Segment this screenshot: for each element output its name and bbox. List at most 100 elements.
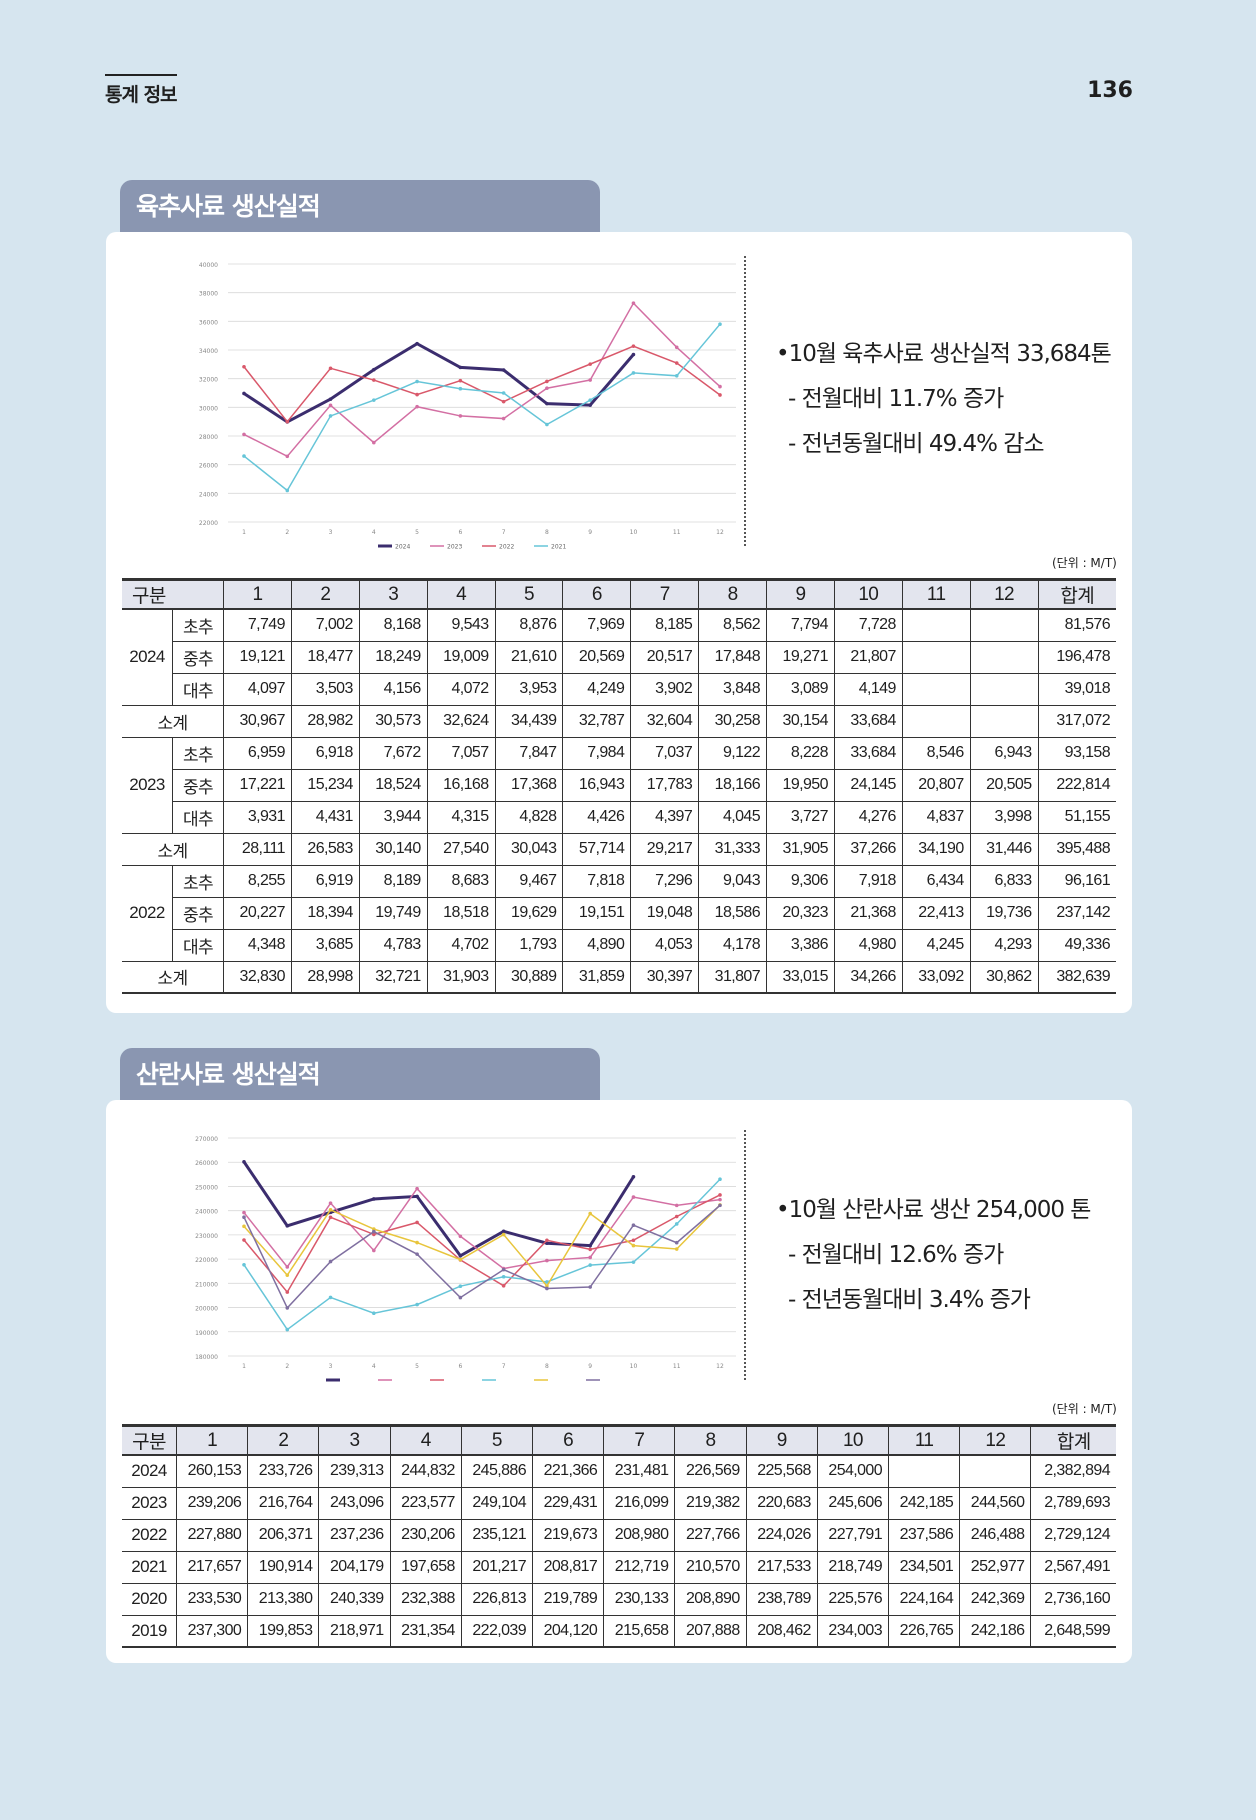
subtotal-row: 소계 30,967 28,982 30,573 32,624 34,439 32,787 32… (122, 704, 1116, 738)
legend-label: 2021 (551, 544, 566, 551)
table-cell: 242,185 (888, 1486, 961, 1520)
table-cell: 243,096 (318, 1486, 391, 1520)
data-point (674, 1240, 679, 1245)
data-point (372, 1248, 376, 1253)
y-tick-label: 24000 (199, 491, 218, 498)
table-cell: 216,099 (603, 1486, 676, 1520)
table-cell: 26,583 (290, 832, 360, 866)
section2-summary: •10월 산란사료 생산 254,000 톤 - 전월대비 12.6% 증가 -… (776, 1188, 1091, 1323)
table-cell: 4,245 (901, 928, 971, 962)
summary-line1: - 전월대비 12.6% 증가 (788, 1242, 1004, 1268)
table-cell (901, 640, 971, 674)
table-cell: 199,853 (247, 1614, 320, 1648)
unit-label: (단위 : M/T) (1052, 1402, 1117, 1416)
table-row: 2019 237,300 199,853 218,971 231,354 222,039 2… (122, 1614, 1116, 1648)
table-cell: 225,576 (816, 1582, 890, 1616)
table-cell: 24,145 (833, 768, 903, 802)
column-header: 10 (833, 578, 903, 610)
year-cell: 2019 (122, 1614, 177, 1648)
table-cell: 30,043 (494, 832, 564, 866)
data-point (545, 1258, 549, 1263)
table-cell: 213,380 (247, 1582, 320, 1616)
table-cell: 4,426 (562, 800, 632, 834)
section1-table: 구분 1 2 3 4 5 6 7 8 9 10 11 12 합계 2024 초추 7,749 7,002 8,168… (122, 578, 1116, 994)
x-tick-label: 11 (673, 1363, 681, 1370)
data-point (372, 398, 376, 402)
data-point (501, 1232, 506, 1237)
table-cell: 27,540 (426, 832, 496, 866)
table-cell: 16,168 (426, 768, 496, 802)
table-cell: 252,977 (959, 1550, 1032, 1584)
table-cell: 30,862 (969, 960, 1039, 994)
table-cell: 18,394 (290, 896, 360, 930)
y-tick-label: 28000 (199, 434, 218, 441)
table-cell: 190,914 (247, 1550, 320, 1584)
data-point (545, 422, 549, 427)
column-header: 2 (290, 578, 360, 610)
y-tick-label: 22000 (199, 520, 218, 527)
data-point (242, 391, 246, 396)
table-cell: 7,984 (562, 736, 632, 770)
data-point (631, 344, 636, 348)
table-cell: 20,517 (630, 640, 700, 674)
table-cell: 4,890 (562, 928, 632, 962)
table-cell: 204,179 (318, 1550, 391, 1584)
subtotal-row: 소계 28,111 26,583 30,140 27,540 30,043 57,714 29… (122, 832, 1116, 866)
table-cell: 245,886 (460, 1454, 534, 1488)
table-cell: 18,249 (358, 640, 428, 674)
table-cell: 6,959 (223, 736, 292, 770)
x-tick-label: 1 (242, 1363, 246, 1370)
data-point (631, 352, 636, 357)
table-cell: 7,969 (562, 608, 632, 642)
table-cell: 221,366 (532, 1454, 605, 1488)
table-cell (901, 672, 971, 706)
year-cell: 2021 (122, 1550, 177, 1584)
table-cell: 4,053 (630, 928, 700, 962)
table-cell: 3,685 (290, 928, 360, 962)
column-header: 11 (901, 578, 971, 610)
table-cell: 33,684 (833, 704, 903, 738)
table-cell: 249,104 (460, 1486, 534, 1520)
legend-label: 2024 (395, 544, 410, 551)
table-header-row: 구분 1 2 3 4 5 6 7 8 9 10 11 12 합계 (122, 1424, 1116, 1456)
data-point (674, 1222, 679, 1226)
table-cell: 224,164 (888, 1582, 961, 1616)
data-point (718, 1193, 722, 1197)
data-point (631, 301, 636, 305)
data-point (458, 365, 463, 370)
table-cell: 32,721 (358, 960, 428, 994)
series-line-2024 (243, 341, 635, 424)
table-cell: 8,228 (766, 736, 835, 770)
table-cell: 17,783 (630, 768, 700, 802)
table-cell: 208,817 (532, 1550, 605, 1584)
data-point (631, 1174, 636, 1179)
table-cell: 222,814 (1037, 768, 1116, 802)
column-header: 3 (358, 578, 428, 610)
data-point (242, 1262, 246, 1267)
table-cell: 204,120 (532, 1614, 605, 1648)
table-cell: 17,221 (223, 768, 292, 802)
column-header: 7 (603, 1424, 676, 1456)
table-cell: 33,092 (901, 960, 971, 994)
x-tick-label: 6 (458, 529, 462, 536)
table-cell: 7,794 (766, 608, 835, 642)
y-tick-label: 250000 (195, 1184, 218, 1191)
data-point (285, 454, 290, 459)
table-cell: 18,518 (426, 896, 496, 930)
data-point (328, 1259, 333, 1264)
x-tick-label: 11 (673, 529, 681, 536)
data-point (242, 1160, 246, 1164)
table-cell: 6,943 (969, 736, 1039, 770)
table-cell: 2,567,491 (1030, 1550, 1116, 1584)
series-line-2 (243, 1187, 721, 1270)
data-point (285, 1273, 290, 1277)
table-cell: 317,072 (1037, 704, 1116, 738)
table-cell: 31,859 (562, 960, 632, 994)
x-tick-label: 1 (242, 529, 246, 536)
table-cell: 223,577 (389, 1486, 462, 1520)
chart2-svg: 270000 260000 250000 240000 230000 220000 2100… (195, 1136, 736, 1382)
year-cell: 2024 (122, 608, 173, 706)
table-cell: 30,258 (698, 704, 767, 738)
y-tick-label: 220000 (195, 1257, 218, 1264)
y-tick-label: 34000 (199, 348, 218, 355)
